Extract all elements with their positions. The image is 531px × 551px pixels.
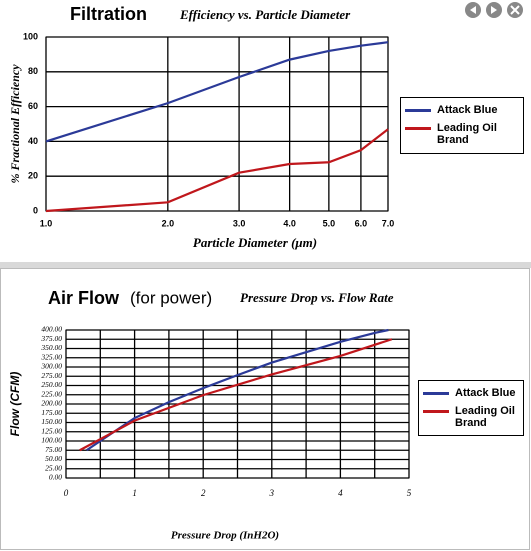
x-tick-label: 0 (64, 488, 69, 498)
y-axis-label: % Fractional Efficiency (8, 64, 22, 184)
y-tick-label: 400.00 (41, 325, 62, 334)
nav-forward[interactable] (486, 2, 502, 18)
x-tick-label: 2.0 (162, 218, 175, 228)
y-tick-label: 100 (23, 31, 38, 41)
chart-title: Air Flow (48, 288, 120, 308)
y-tick-label: 200.00 (41, 399, 62, 408)
plot-area (45, 36, 389, 212)
x-tick-label: 2 (201, 488, 206, 498)
x-tick-label: 4.0 (283, 218, 296, 228)
y-tick-label: 20 (28, 171, 38, 181)
y-tick-label: 275.00 (41, 371, 62, 380)
x-tick-label: 7.0 (382, 218, 395, 228)
legend-swatch (405, 109, 431, 112)
y-tick-label: 0.00 (49, 473, 62, 482)
x-tick-label: 1 (132, 488, 137, 498)
legend-label: Attack Blue (437, 104, 498, 116)
y-axis-label: Flow (CFM) (8, 372, 22, 437)
x-tick-label: 5 (407, 488, 412, 498)
panel-border (0, 268, 530, 550)
y-tick-label: 375.00 (40, 334, 62, 343)
legend-swatch (423, 392, 449, 395)
y-tick-label: 225.00 (41, 389, 62, 398)
y-tick-label: 175.00 (41, 408, 62, 417)
series-line (45, 128, 389, 213)
separator (0, 262, 531, 268)
y-tick-label: 100.00 (41, 436, 62, 445)
y-tick-label: 80 (28, 66, 38, 76)
y-tick-label: 125.00 (41, 426, 62, 435)
y-tick-label: 60 (28, 101, 38, 111)
legend-entry: Attack Blue (423, 387, 519, 399)
y-tick-label: 300.00 (40, 362, 62, 371)
y-tick-label: 0 (33, 205, 38, 215)
nav-close[interactable] (507, 2, 523, 18)
y-tick-label: 150.00 (41, 417, 62, 426)
series-line (45, 41, 389, 143)
y-tick-label: 325.00 (40, 352, 62, 361)
nav-back[interactable] (465, 2, 481, 18)
chart-title-suffix: (for power) (130, 288, 212, 307)
legend-entry: Attack Blue (405, 104, 519, 116)
legend-entry: Leading Oil Brand (405, 122, 519, 146)
y-tick-label: 25.00 (45, 463, 62, 472)
legend-swatch (423, 410, 449, 413)
chart-title: Filtration (70, 4, 147, 24)
y-tick-label: 40 (28, 136, 38, 146)
y-tick-label: 350.00 (40, 343, 62, 352)
y-tick-label: 75.00 (45, 445, 62, 454)
y-tick-label: 250.00 (41, 380, 62, 389)
x-tick-label: 4 (338, 488, 343, 498)
x-tick-label: 3.0 (233, 218, 246, 228)
x-tick-label: 5.0 (323, 218, 336, 228)
legend-label: Leading Oil Brand (437, 122, 497, 146)
series-line (79, 338, 393, 452)
chart-subtitle: Efficiency vs. Particle Diameter (179, 7, 351, 22)
x-tick-label: 6.0 (355, 218, 368, 228)
x-axis-label: Pressure Drop (InH2O) (171, 530, 279, 542)
legend: Attack Blue Leading Oil Brand (400, 97, 524, 154)
chart-subtitle: Pressure Drop vs. Flow Rate (240, 290, 394, 305)
legend-swatch (405, 127, 431, 130)
x-axis-label: Particle Diameter (μm) (193, 235, 317, 250)
legend-entry: Leading Oil Brand (423, 405, 519, 429)
x-tick-label: 1.0 (40, 218, 53, 228)
x-tick-label: 3 (269, 488, 275, 498)
y-tick-label: 50.00 (45, 454, 62, 463)
legend: Attack Blue Leading Oil Brand (418, 380, 524, 436)
legend-label: Leading Oil Brand (455, 405, 515, 429)
legend-label: Attack Blue (455, 387, 516, 399)
